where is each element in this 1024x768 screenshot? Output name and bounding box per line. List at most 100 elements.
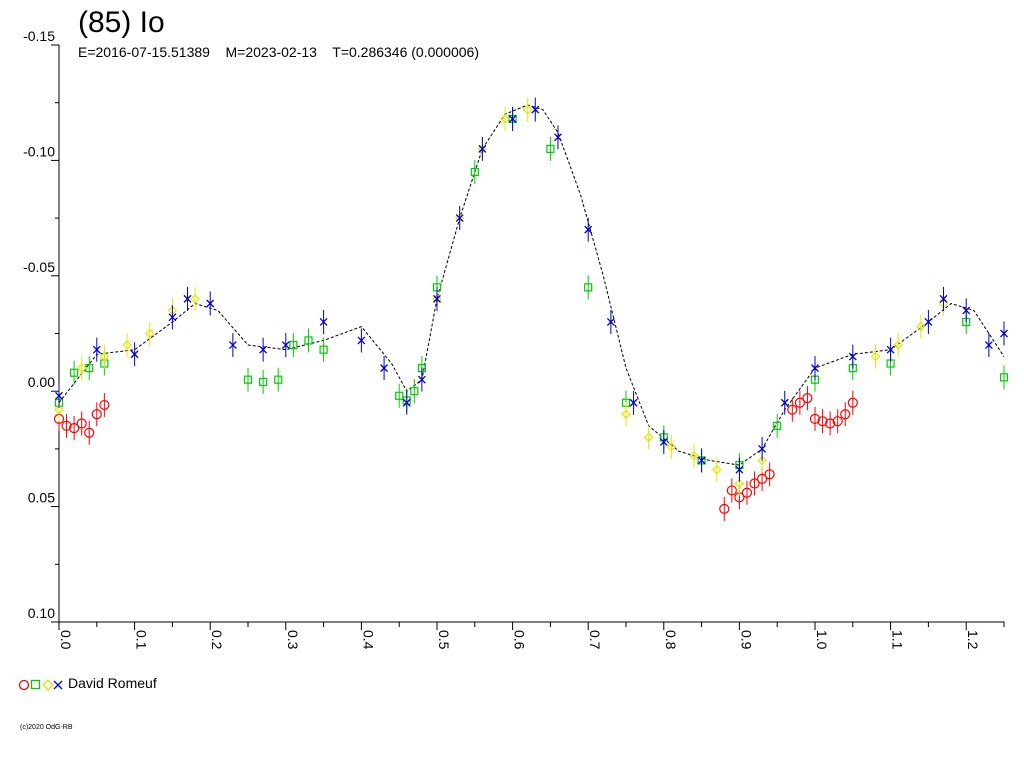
data-point-square (70, 360, 79, 385)
marker-diamond (621, 409, 631, 420)
marker-square (546, 144, 555, 153)
data-point-cross (433, 286, 441, 311)
axes: -0.15 -0.10 -0.05 0.00 0.05 0.100.0 0.1 0.2 0.3 0… (23, 28, 1005, 650)
marker-diamond (734, 478, 745, 489)
marker-square (70, 368, 79, 377)
data-point-circle (847, 390, 858, 415)
marker-cross (531, 105, 540, 114)
data-point-cross (478, 136, 487, 161)
marker-cross (780, 398, 789, 407)
data-point-cross (962, 298, 971, 323)
marker-cross (629, 398, 638, 407)
marker-cross (508, 114, 517, 123)
marker-diamond (522, 104, 533, 115)
marker-circle (69, 423, 80, 434)
legend-marker-cross (53, 680, 63, 690)
marker-circle (719, 503, 730, 515)
x-tick-label: 0.9 (738, 630, 754, 650)
y-tick-label: -0.10 (23, 143, 55, 159)
x-tick-label: 0.4 (360, 630, 376, 650)
marker-square (304, 336, 313, 345)
data-point-square (243, 367, 253, 392)
data-point-cross (55, 383, 63, 408)
data-point-square (319, 337, 328, 362)
data-point-cross (848, 344, 857, 369)
marker-cross (758, 444, 767, 453)
data-point-circle (61, 413, 72, 438)
data-point-square (999, 365, 1009, 390)
marker-circle (825, 418, 836, 429)
marker-circle (726, 485, 737, 496)
data-point-square (289, 333, 298, 358)
chart-title: (85) Io (78, 6, 165, 39)
marker-cross (417, 375, 426, 384)
data-point-diamond (190, 286, 200, 311)
marker-cross (206, 299, 215, 308)
marker-circle (741, 487, 753, 498)
marker-circle (84, 427, 95, 438)
x-tick-label: 0.2 (209, 630, 225, 650)
data-point-cross (281, 333, 290, 358)
data-point-diamond (915, 314, 926, 339)
marker-circle (99, 399, 110, 411)
marker-square (319, 345, 328, 354)
data-point-diamond (522, 97, 533, 122)
marker-cross (259, 345, 268, 354)
data-point-circle (76, 411, 87, 436)
marker-cross (554, 133, 562, 142)
data-point-cross (130, 342, 139, 367)
data-point-square (546, 136, 555, 161)
marker-cross (228, 341, 237, 349)
marker-cross (697, 456, 706, 465)
data-point-square (410, 379, 419, 404)
y-tick-label: 0.00 (28, 374, 55, 390)
marker-circle (802, 393, 813, 404)
legend-label: David Romeuf (68, 675, 157, 691)
data-point-cross (886, 337, 895, 362)
marker-cross (455, 214, 464, 223)
marker-square (410, 387, 419, 396)
data-point-square (773, 413, 782, 438)
marker-diamond (666, 441, 677, 452)
marker-circle (840, 409, 851, 420)
marker-circle (61, 420, 72, 431)
x-tick-label: 1.0 (814, 630, 830, 650)
marker-cross (606, 318, 615, 326)
data-point-square (470, 159, 479, 184)
data-point-diamond (893, 333, 904, 358)
data-point-diamond (99, 344, 110, 369)
data-point-cross (380, 356, 389, 381)
x-tick-label: 0.5 (436, 630, 452, 650)
marker-cross (402, 398, 411, 407)
data-point-diamond (711, 457, 722, 482)
marker-cross (1000, 329, 1008, 338)
marker-cross (848, 352, 857, 361)
data-point-diamond (76, 356, 87, 381)
marker-diamond (144, 328, 155, 339)
data-point-diamond (144, 321, 155, 346)
y-tick-label: -0.15 (23, 28, 55, 44)
data-point-square (274, 367, 283, 392)
marker-diamond (500, 114, 510, 124)
marker-cross (735, 465, 744, 474)
x-tick-label: 0.1 (134, 630, 150, 650)
marker-diamond (870, 351, 881, 362)
marker-cross (130, 350, 139, 359)
marker-cross (962, 306, 971, 315)
model-curve (58, 104, 1005, 466)
data-point-cross (780, 390, 789, 415)
marker-circle (756, 473, 768, 485)
legend: David Romeuf (18, 675, 157, 691)
marker-cross (55, 391, 63, 400)
marker-circle (764, 469, 775, 480)
data-point-square (259, 369, 268, 394)
marker-cross (984, 341, 993, 349)
data-point-cross (508, 106, 517, 131)
marker-cross (281, 341, 290, 349)
data-point-cross (939, 286, 948, 311)
data-point-circle (741, 480, 753, 505)
data-point-diamond (643, 425, 654, 450)
x-tick-label: 1.2 (965, 630, 981, 650)
marker-cross (319, 318, 328, 326)
data-point-cross (168, 305, 177, 330)
